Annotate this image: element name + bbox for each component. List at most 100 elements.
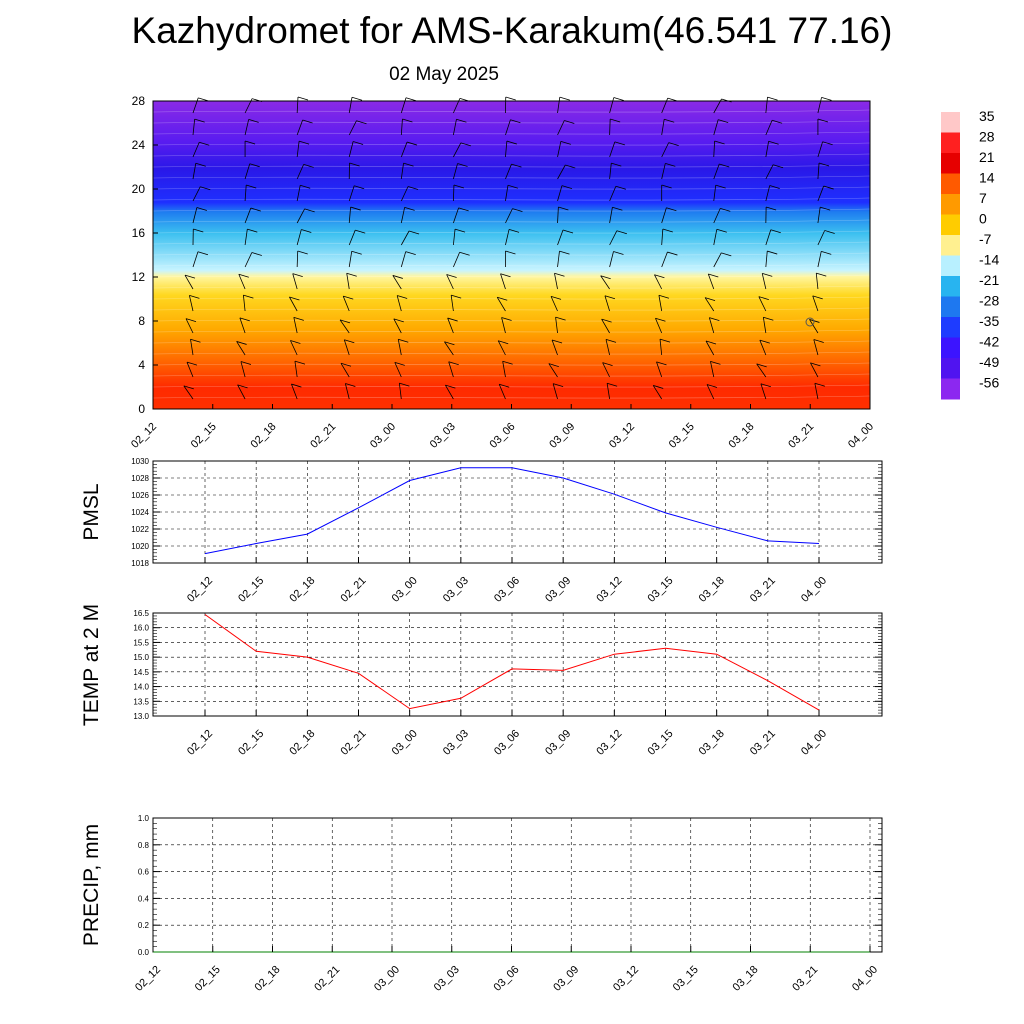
wind-barb-flag — [502, 360, 513, 365]
wind-barb-flag — [459, 251, 470, 256]
wind-barb — [765, 164, 774, 180]
wind-barb — [453, 252, 461, 268]
wind-barb-flag — [186, 361, 198, 366]
wind-barb — [557, 185, 563, 202]
colorbar-swatch — [941, 317, 960, 338]
wind-barb — [505, 185, 509, 202]
wind-barb-flag — [251, 252, 262, 256]
wind-barb — [601, 318, 610, 334]
x-tick-label: 03_18 — [727, 421, 757, 451]
contour-line — [152, 164, 871, 168]
wind-barb — [192, 186, 201, 202]
y-tick-label: 4 — [138, 358, 145, 372]
wind-barb — [452, 163, 458, 180]
wind-barb-flag — [408, 230, 420, 235]
contour-line — [152, 373, 871, 377]
wind-barb — [813, 339, 819, 356]
wind-barb — [446, 274, 454, 290]
wind-barb — [606, 383, 611, 400]
wind-barb-flag — [605, 339, 617, 343]
wind-barb — [661, 251, 668, 268]
wind-barb-flag — [499, 383, 510, 388]
contour-line — [152, 197, 871, 201]
wind-barb — [817, 141, 823, 158]
wind-barb-flag — [820, 206, 831, 211]
wind-barb — [342, 296, 350, 312]
y-tick-label: 15.0 — [133, 653, 149, 662]
wind-barb-flag — [346, 272, 357, 277]
wind-barb-flag — [196, 207, 207, 211]
wind-barb — [713, 163, 720, 180]
wind-barb-flag — [614, 141, 625, 146]
wind-barb — [609, 141, 616, 158]
wind-barb — [661, 142, 670, 158]
wind-barb-flag — [564, 120, 575, 124]
wind-barb — [348, 251, 353, 268]
contour-line — [152, 241, 871, 245]
wind-barb-flag — [704, 297, 716, 301]
wind-barb — [452, 184, 455, 202]
wind-barb — [659, 339, 663, 356]
wind-barb-flag — [600, 275, 611, 280]
y-tick-label: 12 — [132, 270, 146, 284]
wind-barb — [602, 362, 610, 378]
x-tick-label: 04_00 — [799, 575, 829, 605]
x-tick-label: 03_21 — [748, 728, 778, 758]
wind-barb — [452, 229, 456, 246]
wind-barb — [450, 295, 454, 312]
wind-barb — [505, 164, 512, 180]
x-tick-label: 03_21 — [748, 575, 778, 605]
wind-barb — [239, 317, 246, 334]
wind-barb-flag — [610, 118, 621, 123]
x-tick-label: 04_00 — [850, 964, 880, 994]
wind-barb-flag — [548, 363, 559, 367]
colorbar-swatch — [941, 296, 960, 318]
wind-barb-flag — [250, 207, 261, 212]
y-tick-label: 14.0 — [133, 683, 149, 692]
wind-barb-flag — [193, 228, 204, 233]
wind-barb-flag — [510, 119, 521, 124]
wind-barb-flag — [445, 384, 456, 389]
wind-barb-flag — [505, 250, 516, 255]
wind-barb — [609, 251, 614, 268]
wind-barb-flag — [507, 184, 519, 189]
wind-barb-flag — [561, 185, 573, 190]
wind-barb-flag — [658, 294, 670, 299]
wind-barb — [654, 274, 663, 290]
y-tick-label: 13.0 — [133, 712, 149, 721]
wind-barb-flag — [714, 140, 725, 145]
wind-barb — [348, 141, 354, 158]
wind-barb-flag — [565, 164, 576, 169]
wind-barb — [557, 164, 566, 180]
wind-barb-flag — [772, 164, 784, 169]
colorbar-label: -35 — [979, 313, 999, 329]
wind-barb — [294, 361, 298, 378]
wind-barb — [713, 208, 721, 224]
wind-barb-flag — [404, 206, 415, 211]
wind-barb — [453, 142, 462, 158]
contour-line — [152, 329, 871, 333]
wind-barb-flag — [291, 383, 302, 388]
x-tick-label: 02_15 — [236, 728, 266, 758]
wind-barb — [765, 251, 768, 268]
y-tick-label: 16.5 — [133, 609, 149, 618]
wind-barb-flag — [292, 273, 303, 278]
x-tick-label: 04_00 — [799, 728, 829, 758]
wind-barb-flag — [508, 229, 520, 233]
wind-barb-flag — [406, 141, 418, 146]
wind-barb — [557, 120, 565, 136]
wind-barb-flag — [248, 119, 259, 123]
wind-barb-flag — [185, 318, 197, 323]
wind-barb — [609, 118, 611, 136]
wind-barb — [609, 186, 617, 202]
y-tick-label: 16.0 — [133, 624, 149, 633]
wind-barb — [244, 119, 250, 136]
contour-line — [152, 340, 871, 344]
contour-line — [152, 153, 871, 157]
wind-barb-flag — [407, 186, 419, 190]
wind-barb-flag — [817, 118, 829, 123]
wind-barb-flag — [656, 361, 667, 366]
wind-barb-flag — [771, 119, 783, 124]
wind-barb-flag — [706, 384, 718, 388]
x-tick-label: 02_18 — [253, 964, 283, 994]
